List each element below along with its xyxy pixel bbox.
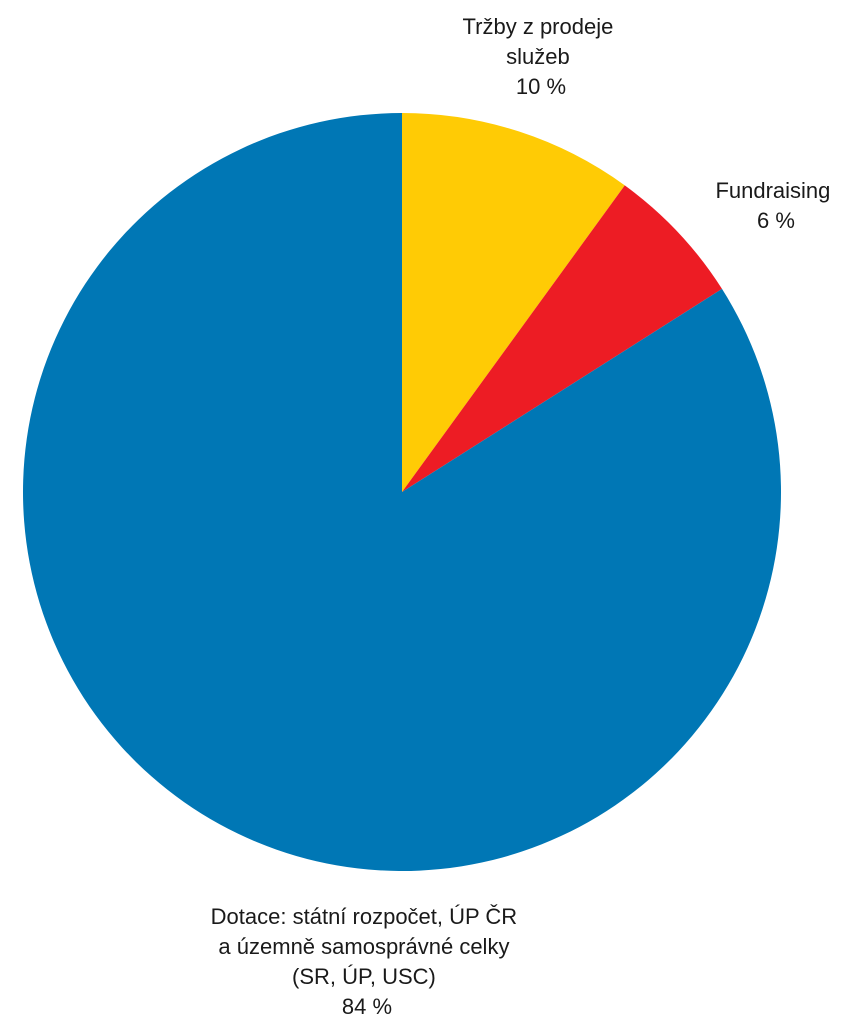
slice-label-dotace: Dotace: státní rozpočet, ÚP ČR a územně … (211, 904, 524, 1019)
slice-label-trzby-line-2: služeb (506, 44, 570, 69)
slice-label-dotace-line-1: Dotace: státní rozpočet, ÚP ČR (211, 904, 518, 929)
slice-value-dotace: 84 % (342, 994, 392, 1019)
slice-value-fundraising: 6 % (757, 208, 795, 233)
slice-dotace (23, 113, 782, 871)
slice-label-dotace-line-3: (SR, ÚP, USC) (292, 964, 436, 989)
slice-value-trzby: 10 % (516, 74, 566, 99)
slice-fundraising (402, 185, 723, 492)
slice-trzby (402, 113, 625, 492)
slice-label-trzby: Tržby z prodeje služeb 10 % (463, 14, 620, 99)
slice-label-trzby-line-1: Tržby z prodeje (463, 14, 614, 39)
pie-slices (23, 113, 782, 871)
slice-label-dotace-line-2: a územně samosprávné celky (218, 934, 509, 959)
slice-label-fundraising: Fundraising 6 % (715, 178, 836, 233)
slice-labels: Tržby z prodeje služeb 10 % Fundraising … (211, 14, 836, 1019)
slice-label-fundraising-line-1: Fundraising (715, 178, 830, 203)
